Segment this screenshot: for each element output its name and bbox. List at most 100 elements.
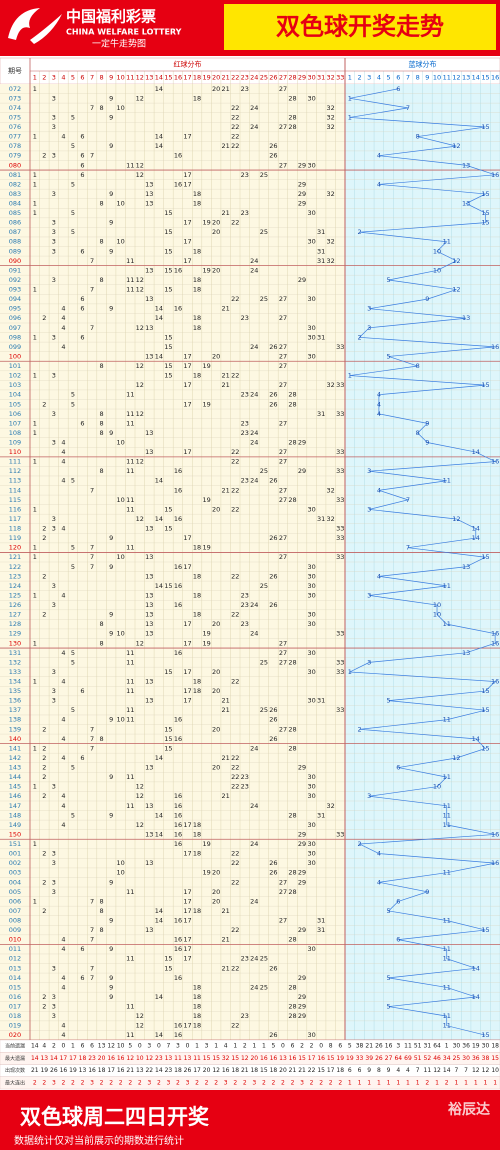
stats-value: 2	[425, 1079, 429, 1086]
red-number: 19	[202, 630, 210, 638]
stats-value: 18	[491, 1043, 499, 1050]
period: 007	[9, 907, 21, 915]
period: 083	[9, 190, 21, 198]
red-number: 9	[109, 993, 113, 1001]
stats-value: 21	[241, 1067, 249, 1074]
red-number: 27	[279, 314, 287, 322]
red-number: 4	[61, 936, 65, 944]
red-number: 16	[174, 266, 182, 274]
red-number: 5	[71, 228, 75, 236]
red-number: 28	[288, 391, 296, 399]
red-number: 4	[61, 1031, 65, 1039]
stats-value: 1	[445, 1043, 449, 1050]
red-number: 2	[42, 907, 46, 915]
red-number: 3	[52, 582, 56, 590]
red-number: 5	[71, 563, 75, 571]
red-number: 7	[90, 104, 94, 112]
blue-number: 13	[462, 649, 470, 657]
period: 133	[9, 668, 21, 676]
period: 086	[9, 219, 21, 227]
period: 006	[9, 897, 21, 905]
period: 084	[9, 200, 21, 208]
red-number: 13	[145, 591, 153, 599]
period: 008	[9, 917, 21, 925]
stats-label: 出现次数	[5, 1067, 25, 1074]
red-number: 1	[33, 429, 37, 437]
red-number: 21	[222, 85, 230, 93]
stats-value: 16	[317, 1055, 325, 1062]
stats-value: 34	[443, 1055, 451, 1062]
red-number: 13	[145, 678, 153, 686]
period: 136	[9, 697, 21, 705]
red-number: 13	[145, 180, 153, 188]
red-number: 23	[241, 171, 249, 179]
stats-value: 11	[193, 1055, 201, 1062]
stats-value: 2	[329, 1079, 333, 1086]
stats-value: 14	[443, 1067, 451, 1074]
red-number: 26	[269, 477, 277, 485]
period: 095	[9, 305, 21, 313]
red-number: 20	[212, 85, 220, 93]
red-number: 26	[269, 601, 277, 609]
period: 103	[9, 381, 21, 389]
red-number: 31	[317, 697, 325, 705]
stats-value: 2	[319, 1079, 323, 1086]
red-number: 1	[33, 744, 37, 752]
red-number: 6	[80, 247, 84, 255]
stats-value: 3	[205, 1043, 209, 1050]
red-number: 19	[202, 362, 210, 370]
red-number: 7	[90, 974, 94, 982]
stats-value: 1	[71, 1043, 75, 1050]
red-number: 18	[193, 821, 201, 829]
red-number: 33	[336, 553, 344, 561]
red-number: 4	[61, 448, 65, 456]
red-number: 18	[193, 314, 201, 322]
red-number: 28	[288, 725, 296, 733]
red-number: 7	[90, 257, 94, 265]
red-number: 14	[155, 515, 163, 523]
red-number: 17	[183, 936, 191, 944]
red-number: 11	[126, 161, 134, 169]
stats-value: 13	[136, 1067, 144, 1074]
red-number: 18	[193, 687, 201, 695]
red-number: 12	[136, 639, 144, 647]
stats-value: 1	[387, 1079, 391, 1086]
red-number: 21	[222, 754, 230, 762]
red-number: 20	[212, 897, 220, 905]
red-col-label: 23	[241, 74, 249, 82]
stats-value: 15	[212, 1055, 220, 1062]
red-number: 2	[42, 611, 46, 619]
red-number: 22	[231, 372, 239, 380]
red-number: 25	[260, 706, 268, 714]
red-number: 1	[33, 180, 37, 188]
red-number: 18	[193, 200, 201, 208]
red-number: 14	[155, 85, 163, 93]
red-number: 30	[307, 840, 315, 848]
red-number: 14	[155, 477, 163, 485]
period: 087	[9, 228, 21, 236]
period: 110	[9, 448, 21, 456]
red-number: 17	[183, 400, 191, 408]
red-number: 3	[52, 850, 56, 858]
blue-number: 11	[443, 1012, 451, 1020]
blue-number: 14	[472, 964, 480, 972]
period: 101	[9, 362, 21, 370]
red-number: 30	[307, 620, 315, 628]
red-number: 14	[155, 1031, 163, 1039]
stats-value: 2	[195, 1079, 199, 1086]
red-col-label: 14	[155, 74, 163, 82]
red-number: 1	[33, 209, 37, 217]
red-number: 1	[33, 458, 37, 466]
red-number: 9	[109, 429, 113, 437]
red-number: 32	[327, 257, 335, 265]
red-number: 7	[90, 936, 94, 944]
stats-value: 3	[186, 1079, 190, 1086]
red-number: 17	[183, 917, 191, 925]
red-number: 22	[231, 448, 239, 456]
red-number: 15	[164, 964, 172, 972]
red-number: 26	[269, 859, 277, 867]
period: 109	[9, 439, 21, 447]
red-number: 29	[298, 190, 306, 198]
red-number: 16	[174, 840, 182, 848]
